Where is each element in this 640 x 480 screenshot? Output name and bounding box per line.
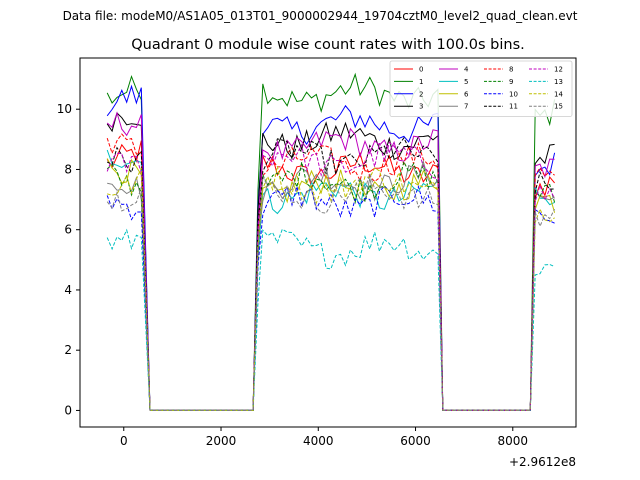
plot-frame <box>79 57 577 428</box>
legend-label-4: 4 <box>464 66 469 74</box>
legend-label-11: 11 <box>509 103 518 111</box>
x-tick-label: 2000 <box>206 434 237 448</box>
legend-label-12: 12 <box>554 66 563 74</box>
legend-label-9: 9 <box>509 78 513 86</box>
y-axis: 0 2 4 6 8 10 <box>57 102 80 417</box>
series-line-11 <box>106 137 555 411</box>
series-line-3 <box>106 112 555 411</box>
series-line-0 <box>106 140 555 411</box>
legend-label-0: 0 <box>419 66 423 74</box>
y-tick-label: 8 <box>64 162 72 176</box>
series-line-15 <box>106 172 556 411</box>
series-line-6 <box>106 158 556 411</box>
x-tick-label: 4000 <box>303 434 334 448</box>
y-tick-label: 10 <box>57 102 72 116</box>
legend-label-7: 7 <box>464 103 468 111</box>
series-line-12 <box>106 141 556 411</box>
legend-label-8: 8 <box>509 66 513 74</box>
x-tick-label: 8000 <box>498 434 529 448</box>
x-offset-label: +2.9612e8 <box>509 455 576 469</box>
legend-label-13: 13 <box>554 78 563 86</box>
x-tick-label: 0 <box>120 434 128 448</box>
y-tick-label: 2 <box>64 343 72 357</box>
series-line-14 <box>107 166 555 411</box>
y-tick-label: 6 <box>64 223 72 237</box>
series-line-4 <box>106 111 555 411</box>
y-tick-label: 0 <box>64 403 72 417</box>
data-file-label: Data file: modeM0/AS1A05_013T01_90000029… <box>63 9 578 23</box>
legend-label-1: 1 <box>419 78 423 86</box>
series-layer <box>106 72 556 411</box>
legend-label-3: 3 <box>419 103 423 111</box>
series-line-8 <box>106 133 555 411</box>
chart-title: Quadrant 0 module wise count rates with … <box>131 37 525 53</box>
legend-label-6: 6 <box>464 90 469 98</box>
legend-label-10: 10 <box>509 90 518 98</box>
x-tick-label: 6000 <box>400 434 431 448</box>
legend-label-5: 5 <box>464 78 468 86</box>
series-line-1 <box>106 72 556 411</box>
series-line-10 <box>106 184 555 411</box>
legend-frame <box>389 60 573 117</box>
series-line-13 <box>106 228 555 411</box>
x-axis: 0 2000 4000 6000 8000 <box>120 427 528 448</box>
legend-label-15: 15 <box>554 103 563 111</box>
y-tick-label: 4 <box>64 283 72 297</box>
legend-label-14: 14 <box>554 90 563 98</box>
series-line-2 <box>106 84 556 411</box>
legend-label-2: 2 <box>419 90 423 98</box>
